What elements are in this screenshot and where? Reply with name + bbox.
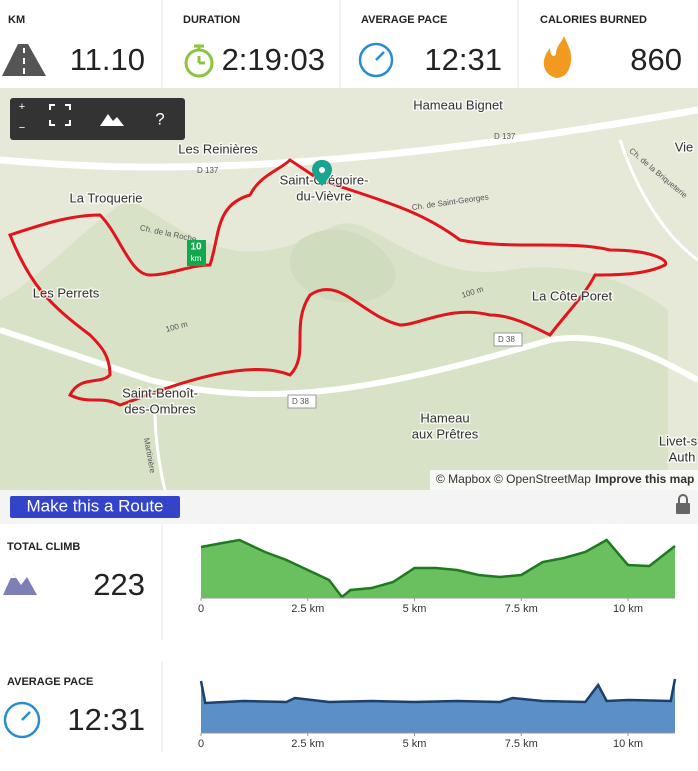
route <box>8 158 668 407</box>
place-label: La Troquerie <box>70 190 143 205</box>
place-label: aux Prêtres <box>412 426 479 441</box>
road-label: D 38 <box>498 335 515 344</box>
stat-label: CALORIES BURNED <box>540 14 647 26</box>
x-tick-label: 5 km <box>403 603 427 615</box>
map-controls: + − ? <box>10 98 185 140</box>
stat-value: 12:31 <box>424 42 502 77</box>
profile-area <box>201 679 675 733</box>
place-label: La Côte Poret <box>532 288 613 303</box>
map: Hameau Bignet Les Reinières Saint-Grégoi… <box>0 88 698 491</box>
flame-icon <box>543 36 572 78</box>
terrain-button[interactable] <box>100 114 124 126</box>
x-tick-label: 5 km <box>403 738 427 750</box>
place-label: Saint-Benoît- <box>122 385 198 400</box>
place-label: Livet-s <box>659 433 698 448</box>
road-label: D 137 <box>197 166 219 175</box>
stat-value: 860 <box>630 42 682 77</box>
mountain-icon <box>3 573 37 595</box>
zoom-in[interactable]: + <box>19 101 25 113</box>
stopwatch-icon <box>184 44 214 78</box>
profile-line <box>200 538 676 599</box>
km-marker <box>187 240 206 266</box>
gauge-icon <box>358 42 394 78</box>
fullscreen-button[interactable] <box>49 104 71 126</box>
place-label: Les Reinières <box>178 141 258 156</box>
place-label: des-Ombres <box>124 401 196 416</box>
lock-icon <box>676 494 690 514</box>
place-label: Hameau Bignet <box>413 97 503 112</box>
x-tick-label: 2.5 km <box>291 603 324 615</box>
x-tick-label: 0 <box>198 738 204 750</box>
help-button[interactable]: ? <box>155 109 164 128</box>
place-label: Hameau <box>420 410 469 425</box>
x-tick-label: 7.5 km <box>505 603 538 615</box>
road-label: D 137 <box>494 132 516 141</box>
attribution[interactable]: © Mapbox <box>436 472 491 486</box>
stat-value: 2:19:03 <box>222 42 325 77</box>
place-label: du-Vièvre <box>296 188 351 203</box>
chart-value: 12:31 <box>67 702 145 737</box>
x-tick-label: 7.5 km <box>505 738 538 750</box>
route-button[interactable] <box>10 496 180 518</box>
place-label: Auth <box>669 449 696 464</box>
stat-label: KM <box>8 14 25 26</box>
attribution[interactable]: Improve this map <box>595 472 694 486</box>
x-tick-label: 0 <box>198 603 204 615</box>
x-tick-label: 2.5 km <box>291 738 324 750</box>
chart-value: 223 <box>93 567 145 602</box>
gauge-icon <box>3 701 41 739</box>
chart-label: AVERAGE PACE <box>7 676 93 688</box>
stat-label: DURATION <box>183 14 240 26</box>
stat-label: AVERAGE PACE <box>361 14 447 26</box>
km-marker-number: 10 <box>190 242 202 253</box>
stat-value: 11.10 <box>70 42 145 77</box>
profile-line <box>199 678 677 705</box>
chart-label: TOTAL CLIMB <box>7 541 80 553</box>
x-tick-label: 10 km <box>613 603 643 615</box>
stats-bar: KM 11.10 DURATION 2:19:03 AVERAGE PACE 1… <box>0 0 698 88</box>
road-label: D 38 <box>292 397 309 406</box>
zoom-out[interactable]: − <box>19 122 25 134</box>
place-label: Les Perrets <box>33 285 100 300</box>
km-marker-unit: km <box>191 254 202 263</box>
x-tick-label: 10 km <box>613 738 643 750</box>
route-button-label[interactable]: Make this a Route <box>26 496 163 515</box>
attribution[interactable]: © OpenStreetMap <box>494 472 591 486</box>
place-label: Vie <box>675 139 694 154</box>
